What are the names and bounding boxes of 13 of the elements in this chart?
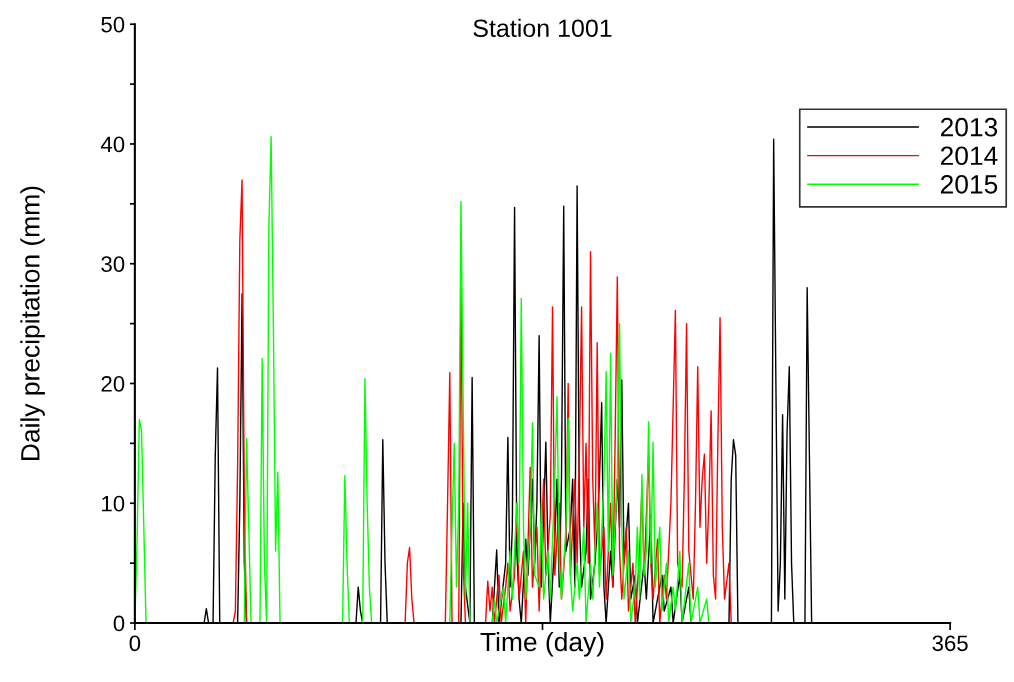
x-tick-label: 365	[932, 635, 968, 652]
legend-label: 2013	[940, 117, 998, 137]
y-tick-label: 10	[102, 495, 125, 512]
y-tick-label: 40	[100, 136, 125, 153]
y-tick-label: 20	[101, 376, 125, 392]
y-tick-label: 30	[101, 256, 125, 272]
y-tick-label: 50	[101, 16, 125, 33]
legend-label: 2014	[940, 146, 998, 166]
x-axis-title: Time (day)	[480, 631, 604, 657]
y-tick-label: 0	[113, 615, 125, 632]
legend-label: 2015	[940, 174, 998, 194]
y-axis-title: Daily precipitation (mm)	[20, 186, 45, 461]
chart-title: Station 1001	[473, 18, 612, 38]
